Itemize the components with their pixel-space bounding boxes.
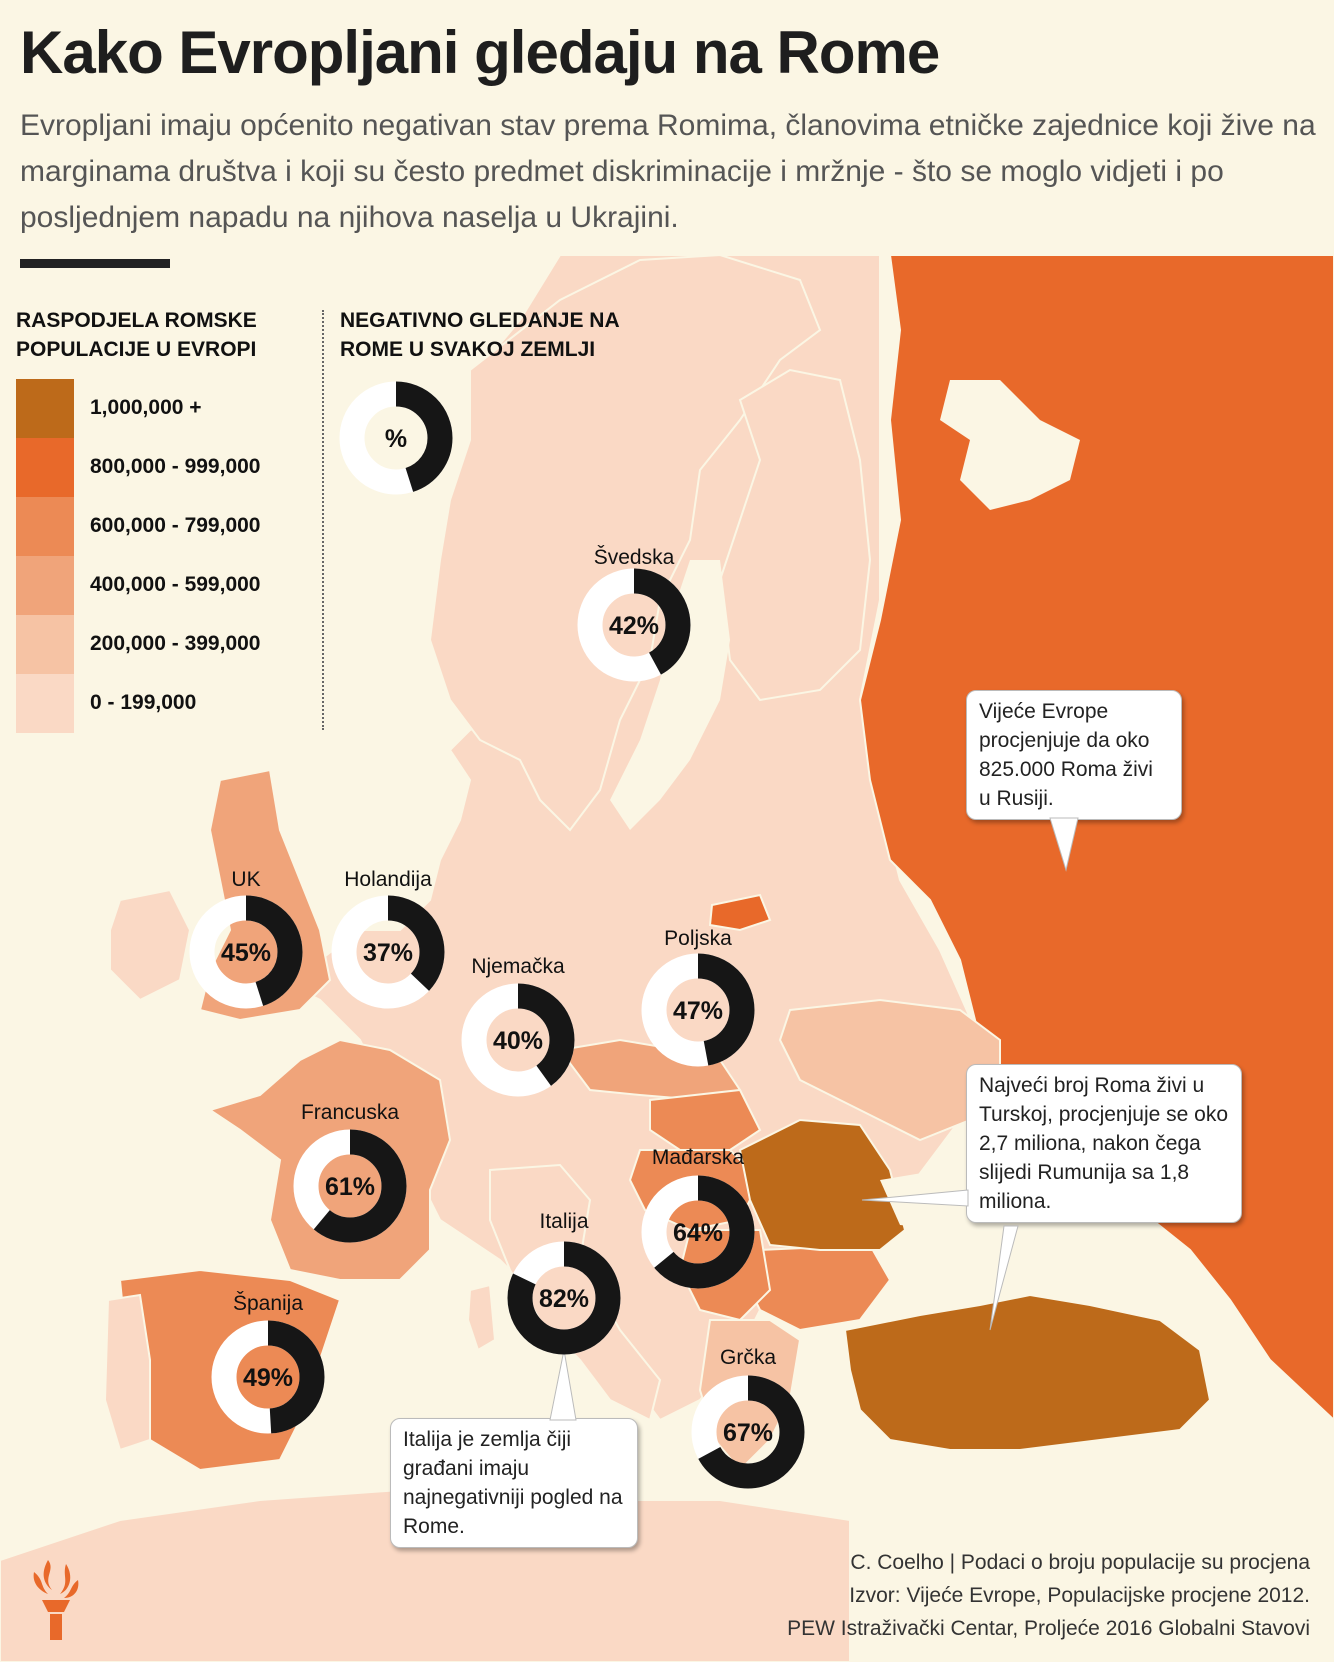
region-ireland bbox=[109, 888, 192, 1002]
ring-Poljska: 47% bbox=[641, 953, 755, 1067]
legend-label: 1,000,000 + bbox=[90, 396, 202, 419]
ring-value-arc bbox=[691, 1375, 805, 1489]
legend-divider bbox=[322, 310, 324, 730]
callout-turkey: Najveći broj Roma živi u Turskoj, procje… bbox=[966, 1064, 1242, 1223]
baltic-sea bbox=[610, 560, 730, 830]
legend-swatch bbox=[16, 379, 74, 438]
legend-swatch bbox=[16, 497, 74, 556]
legend-swatch bbox=[16, 438, 74, 497]
country-label-italy: Italija bbox=[539, 1210, 589, 1233]
legend-swatch bbox=[16, 674, 74, 733]
callout-turkey-text: Najveći broj Roma živi u Turskoj, procje… bbox=[979, 1074, 1229, 1213]
region-scandinavia bbox=[428, 253, 822, 832]
ring-value-arc bbox=[461, 983, 575, 1097]
ring-Mađarska: 64% bbox=[641, 1175, 755, 1289]
ring-value-label: 82% bbox=[539, 1285, 589, 1313]
credits: C. Coelho | Podaci o broju populacije su… bbox=[787, 1546, 1310, 1645]
ring-key: % bbox=[339, 381, 453, 495]
callout-italy: Italija je zemlja čiji građani imaju naj… bbox=[390, 1418, 638, 1548]
ring-value-label: % bbox=[385, 425, 407, 453]
legend-title: RASPODJELA ROMSKE POPULACIJE U EVROPI bbox=[16, 309, 257, 361]
ring-Francuska: 61% bbox=[293, 1129, 407, 1243]
country-label-greece: Grčka bbox=[719, 1346, 777, 1369]
title-rule bbox=[20, 259, 170, 268]
page-title: Kako Evropljani gledaju na Rome bbox=[20, 19, 940, 86]
ring-value-arc bbox=[577, 568, 691, 682]
country-label-hungary: Mađarska bbox=[651, 1146, 745, 1169]
ring-Španija: 49% bbox=[211, 1320, 325, 1434]
torch-logo-icon bbox=[33, 1560, 79, 1640]
legend-label: 600,000 - 799,000 bbox=[90, 514, 261, 537]
ring-value-arc bbox=[293, 1129, 407, 1243]
region-ukraine bbox=[778, 998, 1001, 1142]
country-label-france: Francuska bbox=[300, 1101, 400, 1124]
ring-UK: 45% bbox=[189, 895, 303, 1009]
callout-italy-text: Italija je zemlja čiji građani imaju naj… bbox=[403, 1428, 623, 1538]
ring-Švedska: 42% bbox=[577, 568, 691, 682]
ring-value-label: 45% bbox=[221, 939, 271, 967]
country-label-sweden: Švedska bbox=[593, 546, 675, 569]
ring-value-label: 47% bbox=[673, 997, 723, 1025]
legend-swatch bbox=[16, 615, 74, 674]
ring-value-arc bbox=[641, 953, 755, 1067]
white-sea bbox=[940, 380, 1080, 510]
legend-label: 800,000 - 999,000 bbox=[90, 455, 261, 478]
country-label-netherlands: Holandija bbox=[344, 868, 432, 891]
pointer-italy bbox=[549, 1349, 577, 1421]
region-finland bbox=[718, 368, 872, 702]
credits-line-3: PEW Istraživački Centar, Proljeće 2016 G… bbox=[787, 1617, 1310, 1640]
ring-Italija: 82% bbox=[507, 1241, 621, 1355]
legend-swatch bbox=[16, 556, 74, 615]
legend-label: 200,000 - 399,000 bbox=[90, 632, 261, 655]
ring-value-label: 67% bbox=[723, 1419, 773, 1447]
ring-value-label: 37% bbox=[363, 939, 413, 967]
credits-line-2: Izvor: Vijeće Evrope, Populacijske procj… bbox=[849, 1584, 1310, 1607]
pointer-russia bbox=[1049, 817, 1079, 872]
legend-label: 400,000 - 599,000 bbox=[90, 573, 261, 596]
country-label-spain: Španija bbox=[232, 1292, 304, 1315]
callout-russia: Vijeće Evrope procjenjuje da oko 825.000… bbox=[966, 690, 1182, 820]
pointer-romania bbox=[861, 1189, 969, 1207]
ring-value-arc bbox=[211, 1320, 325, 1434]
ring-value-label: 40% bbox=[493, 1027, 543, 1055]
credits-line-1: C. Coelho | Podaci o broju populacije su… bbox=[850, 1551, 1310, 1574]
region-turkey bbox=[843, 1293, 1212, 1451]
legend-label: 0 - 199,000 bbox=[90, 691, 197, 714]
ring-Grčka: 67% bbox=[691, 1375, 805, 1489]
ring-value-label: 42% bbox=[609, 612, 659, 640]
ring-Holandija: 37% bbox=[331, 895, 445, 1009]
ring-value-arc bbox=[189, 895, 303, 1009]
region-italy bbox=[489, 1163, 662, 1422]
ring-value-label: 64% bbox=[673, 1219, 723, 1247]
ring-value-arc bbox=[641, 1175, 755, 1289]
ring-value-arc bbox=[339, 381, 453, 495]
pointer-turkey bbox=[989, 1225, 1019, 1331]
region-portugal bbox=[103, 1293, 151, 1452]
ring-Njemačka: 40% bbox=[461, 983, 575, 1097]
negative-view-title: NEGATIVNO GLEDANJE NA ROME U SVAKOJ ZEML… bbox=[340, 309, 619, 361]
country-label-poland: Poljska bbox=[664, 927, 732, 950]
ring-value-arc bbox=[507, 1241, 621, 1355]
ring-value-label: 49% bbox=[243, 1364, 293, 1392]
region-kaliningrad bbox=[708, 893, 772, 932]
ring-value-label: 61% bbox=[325, 1173, 375, 1201]
page-subtitle: Evropljani imaju općenito negativan stav… bbox=[20, 109, 1316, 234]
region-sardinia bbox=[466, 1283, 497, 1352]
country-label-germany: Njemačka bbox=[471, 955, 565, 978]
ring-value-arc bbox=[331, 895, 445, 1009]
country-label-uk: UK bbox=[231, 868, 261, 891]
region-romania bbox=[738, 1118, 907, 1251]
callout-russia-text: Vijeće Evrope procjenjuje da oko 825.000… bbox=[979, 700, 1153, 810]
